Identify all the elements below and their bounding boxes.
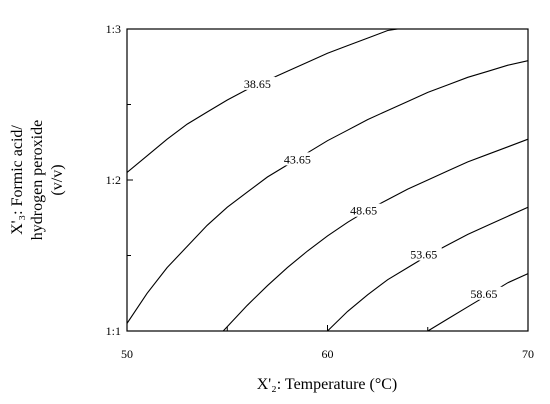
x-tick-label: 50: [121, 347, 133, 361]
contour-lines: 38.65 43.65 48.65 53.65 58.65: [126, 28, 529, 332]
contour-label: 38.65: [244, 77, 271, 91]
y-tick-label: 1:1: [106, 324, 121, 338]
x-tick-label: 70: [522, 347, 534, 361]
plot-area-frame: [126, 28, 529, 332]
contour-label-bg: [239, 76, 276, 90]
y-axis-label-line: hydrogen peroxide: [29, 120, 46, 240]
contour-label: 53.65: [410, 248, 437, 262]
contour-label-bg: [405, 247, 442, 261]
contour-label: 43.65: [284, 152, 311, 166]
x-axis-label: X'₂: Temperature (°C): [257, 376, 398, 393]
y-axis-label: X'₃: Formic acid/hydrogen peroxide (v/v): [9, 120, 66, 240]
contour-label: 48.65: [350, 204, 377, 218]
y-tick-label: 1:2: [106, 173, 121, 187]
y-axis-label-line: X'₃: Formic acid/: [9, 125, 26, 235]
x-tick-label: 60: [322, 347, 334, 361]
contour-label-bg: [279, 152, 316, 166]
y-axis-label-line: (v/v): [49, 164, 66, 195]
y-tick-label: 1:3: [106, 22, 121, 36]
contour-label-bg: [465, 286, 502, 300]
contour-label-bg: [345, 203, 382, 217]
contour-label: 58.65: [470, 287, 497, 301]
contour-line: [427, 273, 529, 332]
axis-ticks: 50 60 70 1:1 1:2 1:3: [106, 22, 534, 361]
contour-line: [126, 60, 529, 324]
